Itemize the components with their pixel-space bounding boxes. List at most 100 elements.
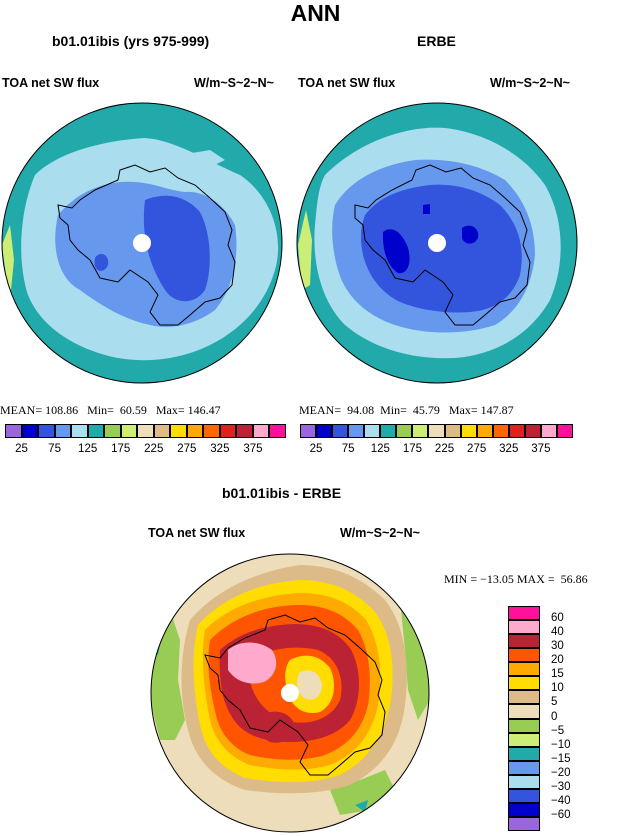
- colorbar-box: [186, 424, 204, 438]
- map-3-coastline: [204, 614, 386, 776]
- colorbar-box: [492, 424, 509, 438]
- colorbar-box: [508, 424, 525, 438]
- colorbar-box: [21, 424, 39, 438]
- panel-3-variable-label: TOA net SW flux: [148, 526, 246, 540]
- stat-mean-label: MEAN=: [299, 403, 342, 417]
- panel-2-units-label: W/m~S~2~N~: [490, 76, 570, 90]
- colorbar-box: [71, 424, 88, 438]
- stat-max-value: 147.87: [480, 403, 514, 417]
- map-3-region: [296, 670, 322, 700]
- colorbar-box: [269, 424, 286, 438]
- colorbar-tick-label: 225: [144, 443, 164, 455]
- map-2-region: [382, 229, 410, 274]
- stat-max-label: Max=: [448, 403, 478, 417]
- map-2-region: [462, 225, 479, 244]
- colorbar-tick-label: 60: [551, 612, 564, 625]
- panel-1-variable-label: TOA net SW flux: [2, 76, 100, 90]
- colorbar-tick-label: 10: [551, 682, 564, 695]
- panel-2-colorbar-ticks: 25 75 125 175 225 275 325 375: [300, 443, 573, 457]
- colorbar-box: [508, 718, 540, 733]
- map-1-region: [94, 254, 109, 271]
- colorbar-box: [556, 424, 573, 438]
- stat-max-value: 146.47: [187, 403, 221, 417]
- map-2-border: [296, 102, 578, 384]
- colorbar-box: [508, 802, 540, 817]
- colorbar-box: [508, 620, 540, 635]
- colorbar-tick-label: 20: [551, 654, 564, 667]
- map-3-border: [150, 553, 430, 833]
- colorbar-box: [412, 424, 429, 438]
- colorbar-tick-label: 375: [243, 443, 263, 455]
- colorbar-tick-label: 75: [48, 443, 61, 455]
- colorbar-box: [236, 424, 253, 438]
- colorbar-tick-label: −20: [551, 766, 571, 779]
- colorbar-tick-label: −5: [551, 724, 565, 737]
- map-2-region: [298, 210, 312, 290]
- colorbar-box: [476, 424, 493, 438]
- panel-1-units-label: W/m~S~2~N~: [194, 76, 274, 90]
- colorbar-tick-label: 325: [499, 443, 519, 455]
- colorbar-box: [316, 424, 333, 438]
- colorbar-box: [38, 424, 55, 438]
- panel-1-colorbar-ticks: 25 75 125 175 225 275 325 375: [5, 443, 286, 457]
- colorbar-tick-label: 125: [78, 443, 98, 455]
- colorbar-box: [203, 424, 220, 438]
- colorbar-tick-label: 30: [551, 640, 564, 653]
- colorbar-box: [508, 606, 540, 621]
- map-3-region: [400, 600, 429, 720]
- colorbar-tick-label: 275: [467, 443, 487, 455]
- stat-max-label: MAX =: [516, 572, 555, 586]
- colorbar-box: [137, 424, 154, 438]
- map-1-pole-marker: [133, 234, 151, 252]
- panel-3-colorbar-ticks: 60 40 30 20 15 10 5 0 −5 −10 −15 −20 −30 −40 −60: [551, 606, 611, 831]
- colorbar-tick-label: 125: [370, 443, 390, 455]
- colorbar-box: [508, 760, 540, 775]
- colorbar-box: [444, 424, 461, 438]
- colorbar-tick-label: 25: [309, 443, 323, 455]
- colorbar-box: [508, 690, 540, 705]
- colorbar-tick-label: −60: [551, 808, 571, 821]
- colorbar-tick-label: 75: [341, 443, 355, 455]
- colorbar-box: [508, 774, 540, 789]
- map-3-region: [355, 800, 368, 812]
- colorbar-box: [104, 424, 121, 438]
- map-3-region: [258, 711, 295, 743]
- stat-min-value: −13.05: [480, 572, 514, 586]
- colorbar-box: [508, 816, 540, 831]
- colorbar-tick-label: −15: [551, 752, 571, 765]
- colorbar-box: [508, 662, 540, 677]
- colorbar-tick-label: −30: [551, 780, 571, 793]
- map-3-region: [330, 770, 395, 815]
- panel-3-stats: MIN = −13.05 MAX = 56.86: [444, 572, 588, 587]
- map-2-pole-marker: [428, 234, 446, 252]
- colorbar-box: [332, 424, 349, 438]
- panel-2-subtitle: ERBE: [417, 33, 456, 49]
- map-2-region: [423, 204, 430, 214]
- colorbar-box: [396, 424, 413, 438]
- map-1-region: [143, 195, 210, 302]
- map-3-region: [228, 642, 277, 684]
- panel-2-stats: MEAN= 94.08 Min= 45.79 Max= 147.87: [299, 403, 514, 418]
- map-3-pole-marker: [281, 684, 299, 702]
- panel-3-units-label: W/m~S~2~N~: [340, 526, 420, 540]
- colorbar-tick-label: 40: [551, 626, 564, 639]
- colorbar-tick-label: −10: [551, 738, 571, 751]
- colorbar-box: [153, 424, 171, 438]
- map-1-border: [1, 102, 283, 384]
- stat-min-label: Min=: [87, 403, 114, 417]
- colorbar-box: [508, 648, 540, 663]
- colorbar-box: [508, 676, 540, 691]
- colorbar-box: [540, 424, 557, 438]
- colorbar-box: [508, 732, 540, 747]
- colorbar-tick-label: 175: [402, 443, 422, 455]
- colorbar-tick-label: 325: [210, 443, 230, 455]
- stat-min-value: 45.79: [412, 403, 440, 417]
- colorbar-tick-label: 175: [111, 443, 131, 455]
- map-1-region: [2, 225, 30, 345]
- colorbar-tick-label: 25: [15, 443, 28, 455]
- stat-max-label: Max=: [155, 403, 185, 417]
- stat-min-label: MIN =: [444, 572, 478, 586]
- colorbar-box: [54, 424, 72, 438]
- colorbar-box: [428, 424, 445, 438]
- panel-2-colorbar: [300, 424, 573, 438]
